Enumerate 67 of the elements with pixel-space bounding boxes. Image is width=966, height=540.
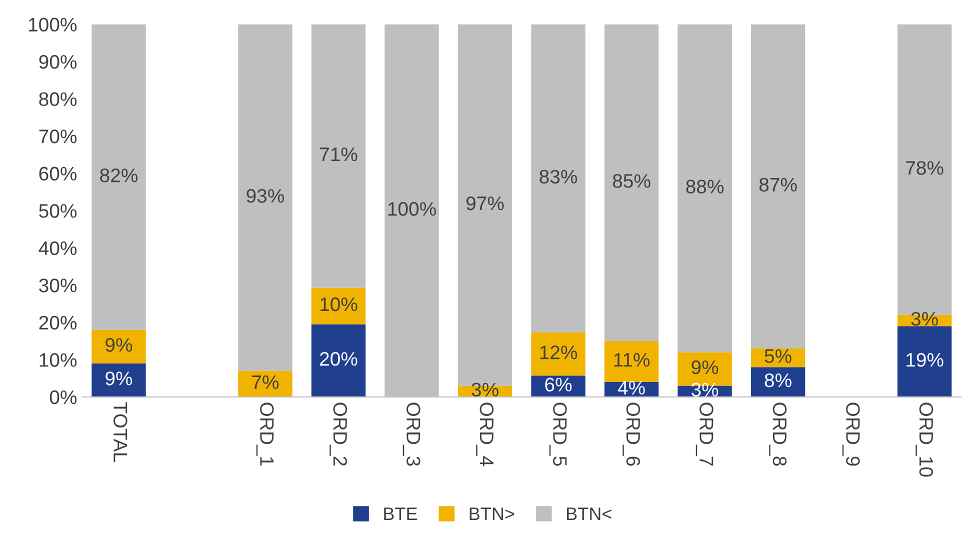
bar — [92, 363, 146, 397]
data-label: 3% — [472, 382, 498, 397]
bar — [92, 330, 146, 364]
y-tick-label: 40% — [38, 241, 77, 256]
data-label: 83% — [540, 170, 578, 184]
legend-label: BTN> — [470, 508, 514, 520]
data-label: 9% — [106, 372, 132, 386]
y-tick-label: 90% — [39, 55, 77, 69]
bar — [531, 332, 586, 376]
x-tick-label: TOTAL — [114, 402, 128, 462]
y-tick-label: 30% — [39, 278, 77, 292]
data-label: 71% — [320, 148, 358, 162]
bar — [238, 370, 292, 397]
y-tick-label: 50% — [39, 204, 77, 218]
y-tick-label: 10% — [40, 353, 77, 367]
x-tick-label: ORD_1 — [256, 402, 274, 466]
x-tick-label: ORD_9 — [842, 402, 860, 466]
data-label: 4% — [618, 380, 645, 395]
x-tick-label: ORD_5 — [549, 402, 567, 466]
legend-label: BTE — [384, 508, 418, 520]
data-label: 19% — [906, 352, 944, 367]
x-tick-label: ORD_10 — [916, 402, 934, 477]
y-tick-label: 70% — [39, 130, 77, 144]
bar — [531, 24, 586, 332]
data-label: 9% — [106, 338, 132, 352]
x-tick-label: ORD_8 — [769, 402, 787, 466]
data-label: 9% — [692, 360, 718, 374]
data-label: 88% — [686, 180, 724, 194]
bar — [678, 24, 732, 352]
data-label: 12% — [540, 346, 578, 360]
bar — [897, 326, 952, 397]
x-tick-label: ORD_2 — [330, 402, 348, 466]
data-label: 78% — [906, 161, 944, 175]
y-tick-label: 0% — [50, 390, 77, 404]
data-label: 3% — [911, 312, 938, 326]
bar — [750, 24, 806, 348]
x-tick-label: ORD_3 — [402, 402, 420, 466]
bar — [604, 341, 659, 382]
y-tick-label: 60% — [39, 166, 77, 181]
y-tick-label: 100% — [29, 18, 77, 32]
data-label: 82% — [100, 168, 138, 182]
bar — [238, 24, 292, 371]
data-label: 20% — [320, 352, 358, 366]
x-tick-label: ORD_6 — [622, 402, 640, 466]
data-label: 10% — [320, 297, 358, 312]
data-label: 85% — [612, 174, 650, 188]
bar — [750, 367, 806, 397]
data-label: 6% — [545, 378, 572, 392]
legend-label: BTN< — [567, 508, 612, 520]
y-tick-label: 20% — [39, 316, 77, 330]
x-tick-label: ORD_4 — [476, 402, 494, 466]
data-label: 93% — [246, 189, 284, 203]
bar — [604, 24, 659, 342]
data-label: 8% — [764, 373, 792, 388]
data-label: 11% — [614, 353, 650, 367]
data-label: 7% — [252, 375, 279, 390]
x-tick-label: ORD_7 — [696, 402, 714, 466]
bar — [311, 24, 366, 288]
data-label: 87% — [759, 178, 797, 192]
data-label: 97% — [466, 196, 504, 210]
data-label: 5% — [764, 349, 792, 363]
bar — [92, 24, 146, 330]
data-label: 100% — [388, 202, 436, 216]
y-tick-label: 80% — [39, 92, 77, 106]
bar — [311, 288, 366, 324]
bar — [311, 324, 366, 397]
data-label: 3% — [691, 382, 718, 397]
